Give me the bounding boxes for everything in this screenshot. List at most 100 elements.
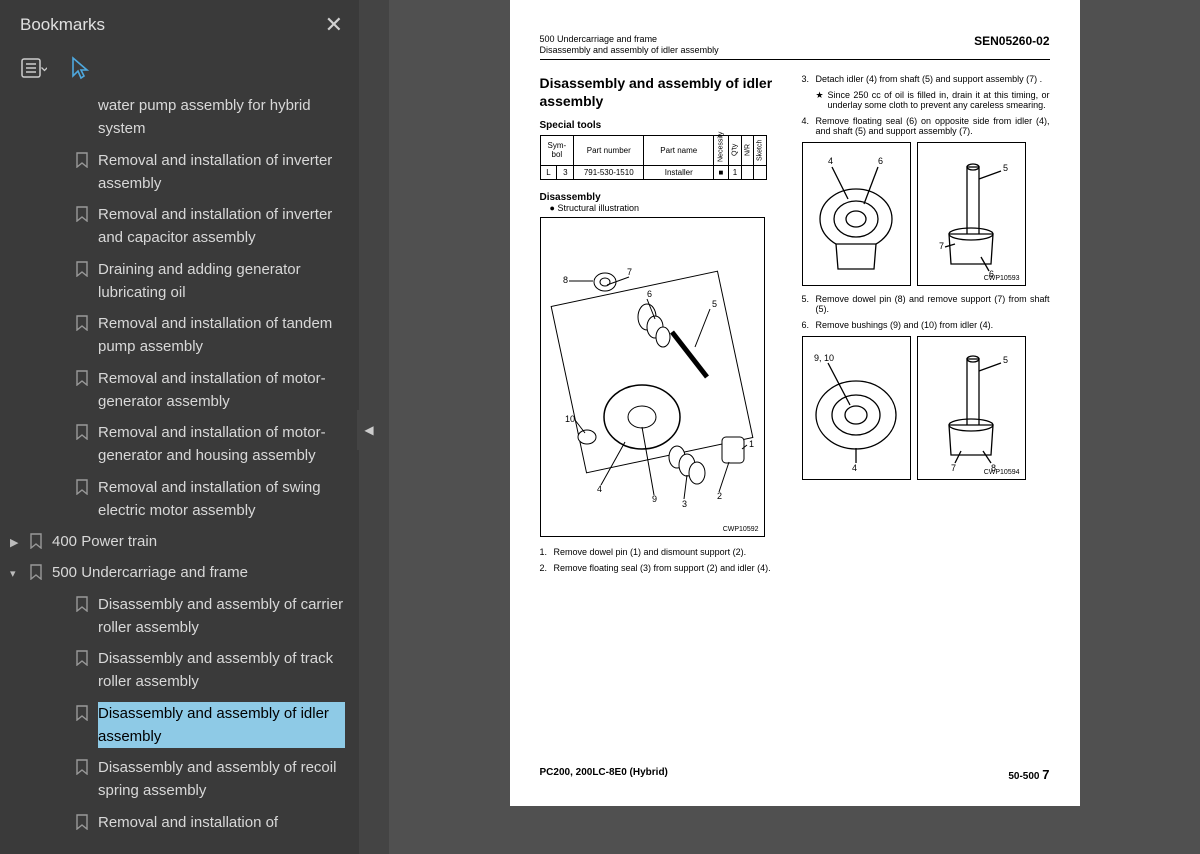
bookmark-item[interactable]: Removal and installation of xyxy=(0,807,353,838)
left-column: Disassembly and assembly of idler assemb… xyxy=(540,74,788,579)
bookmark-item[interactable]: water pump assembly for hybrid system xyxy=(0,90,353,145)
page-header: 500 Undercarriage and frame Disassembly … xyxy=(540,34,1050,60)
collapse-panel-icon[interactable]: ◀ xyxy=(357,410,381,450)
step-3: 3.Detach idler (4) from shaft (5) and su… xyxy=(802,74,1050,84)
special-tools-heading: Special tools xyxy=(540,120,788,131)
td-nec: ■ xyxy=(714,165,728,179)
bookmark-item[interactable]: Draining and adding generator lubricatin… xyxy=(0,254,353,309)
bookmark-label: Disassembly and assembly of carrier roll… xyxy=(98,593,345,640)
svg-text:6: 6 xyxy=(878,156,883,166)
bookmark-icon xyxy=(74,152,90,168)
bookmark-label: water pump assembly for hybrid system xyxy=(98,94,345,141)
svg-text:3: 3 xyxy=(682,499,687,509)
diagram-shaft-bottom: 5 7 8 CWP10594 xyxy=(917,336,1026,480)
svg-text:7: 7 xyxy=(627,267,632,277)
diagram-shaft-top: 5 7 6 CWP10593 xyxy=(917,142,1026,286)
svg-text:5: 5 xyxy=(712,299,717,309)
bookmark-icon xyxy=(74,315,90,331)
document-page: 500 Undercarriage and frame Disassembly … xyxy=(510,0,1080,806)
bookmark-icon xyxy=(74,370,90,386)
th-nr: N/R xyxy=(742,135,754,165)
th-necessity: Necessity xyxy=(714,135,728,165)
page-footer: PC200, 200LC-8E0 (Hybrid) 50-500 7 xyxy=(540,767,1050,782)
bookmark-label: Disassembly and assembly of recoil sprin… xyxy=(98,756,345,803)
bookmarks-title: Bookmarks xyxy=(20,15,105,35)
svg-text:1: 1 xyxy=(749,439,754,449)
bookmark-label: Removal and installation of inverter and… xyxy=(98,203,345,250)
bookmark-icon xyxy=(74,206,90,222)
svg-text:9, 10: 9, 10 xyxy=(814,353,834,363)
bookmark-item[interactable]: Removal and installation of motor-genera… xyxy=(0,417,353,472)
footer-model: PC200, 200LC-8E0 (Hybrid) xyxy=(540,767,668,782)
svg-text:5: 5 xyxy=(1003,355,1008,365)
svg-text:6: 6 xyxy=(647,289,652,299)
close-icon[interactable]: ✕ xyxy=(325,12,343,38)
bookmark-section[interactable]: ▾500 Undercarriage and frame xyxy=(0,557,353,588)
bookmark-icon xyxy=(74,596,90,612)
svg-text:10: 10 xyxy=(565,414,575,424)
td-sym: L xyxy=(540,165,557,179)
svg-text:8: 8 xyxy=(563,275,568,285)
bookmark-item[interactable]: Disassembly and assembly of recoil sprin… xyxy=(0,752,353,807)
step-3-note: ★Since 250 cc of oil is filled in, drain… xyxy=(802,90,1050,110)
bookmark-item[interactable]: Removal and installation of swing electr… xyxy=(0,472,353,527)
header-section: 500 Undercarriage and frame Disassembly … xyxy=(540,34,719,57)
bookmarks-toolbar xyxy=(0,50,359,90)
bookmarks-header: Bookmarks ✕ xyxy=(0,0,359,50)
bookmark-icon xyxy=(74,479,90,495)
th-symbol: Sym- bol xyxy=(540,135,574,165)
cursor-select-icon[interactable] xyxy=(66,56,94,80)
diagram-structural: 8 7 6 5 10 4 9 3 2 1 CWP10592 xyxy=(540,217,765,537)
svg-text:4: 4 xyxy=(852,463,857,473)
bookmark-label: Removal and installation of inverter ass… xyxy=(98,149,345,196)
step-2: 2.Remove floating seal (3) from support … xyxy=(540,563,788,573)
bookmark-label: Removal and installation of swing electr… xyxy=(98,476,345,523)
document-number: SEN05260-02 xyxy=(974,34,1049,57)
svg-text:9: 9 xyxy=(652,494,657,504)
bookmark-label: Removal and installation of motor-genera… xyxy=(98,367,345,414)
td-sketch xyxy=(754,165,766,179)
bookmark-item[interactable]: Removal and installation of inverter ass… xyxy=(0,145,353,200)
page-gutter: ◀ 8,26 x 11,69 in xyxy=(359,0,389,854)
th-partname: Part name xyxy=(644,135,714,165)
diagram-label: CWP10594 xyxy=(984,469,1020,476)
bookmark-item[interactable]: Removal and installation of motor-genera… xyxy=(0,363,353,418)
svg-text:5: 5 xyxy=(1003,163,1008,173)
bookmark-item[interactable]: Removal and installation of tandem pump … xyxy=(0,308,353,363)
bookmark-icon xyxy=(74,261,90,277)
bookmark-item[interactable]: Disassembly and assembly of carrier roll… xyxy=(0,589,353,644)
diagram-idler-bottom: 9, 10 4 xyxy=(802,336,911,480)
td-partnum: 791-530-1510 xyxy=(574,165,644,179)
structural-note: ● Structural illustration xyxy=(550,203,788,213)
td-qty: 1 xyxy=(728,165,742,179)
bookmark-icon xyxy=(74,814,90,830)
step-1: 1.Remove dowel pin (1) and dismount supp… xyxy=(540,547,788,557)
footer-page: 50-500 7 xyxy=(1008,767,1049,782)
step-4: 4.Remove floating seal (6) on opposite s… xyxy=(802,116,1050,136)
page-title: Disassembly and assembly of idler assemb… xyxy=(540,74,788,110)
td-partname: Installer xyxy=(644,165,714,179)
header-line1: 500 Undercarriage and frame xyxy=(540,34,719,45)
document-viewport[interactable]: 500 Undercarriage and frame Disassembly … xyxy=(389,0,1200,854)
chevron-right-icon[interactable]: ▶ xyxy=(10,535,24,552)
bookmarks-list[interactable]: water pump assembly for hybrid system Rem… xyxy=(0,90,359,854)
td-sub: 3 xyxy=(557,165,574,179)
outline-view-icon[interactable] xyxy=(20,56,48,80)
bookmark-icon xyxy=(74,650,90,666)
svg-text:7: 7 xyxy=(951,463,956,473)
td-nr xyxy=(742,165,754,179)
bookmark-item[interactable]: Disassembly and assembly of track roller… xyxy=(0,643,353,698)
bookmark-label: Removal and installation of tandem pump … xyxy=(98,312,345,359)
step-5: 5.Remove dowel pin (8) and remove suppor… xyxy=(802,294,1050,314)
diagram-label: CWP10593 xyxy=(984,275,1020,282)
bookmark-icon xyxy=(28,533,44,549)
step-6: 6.Remove bushings (9) and (10) from idle… xyxy=(802,320,1050,330)
bookmark-item[interactable]: Disassembly and assembly of idler assemb… xyxy=(0,698,353,753)
bookmark-item[interactable]: Removal and installation of inverter and… xyxy=(0,199,353,254)
bookmark-section[interactable]: ▶400 Power train xyxy=(0,526,353,557)
svg-text:4: 4 xyxy=(597,484,602,494)
th-sketch: Sketch xyxy=(754,135,766,165)
diagram-idler-top: 4 6 xyxy=(802,142,911,286)
bookmark-icon xyxy=(74,759,90,775)
chevron-down-icon[interactable]: ▾ xyxy=(10,566,24,583)
